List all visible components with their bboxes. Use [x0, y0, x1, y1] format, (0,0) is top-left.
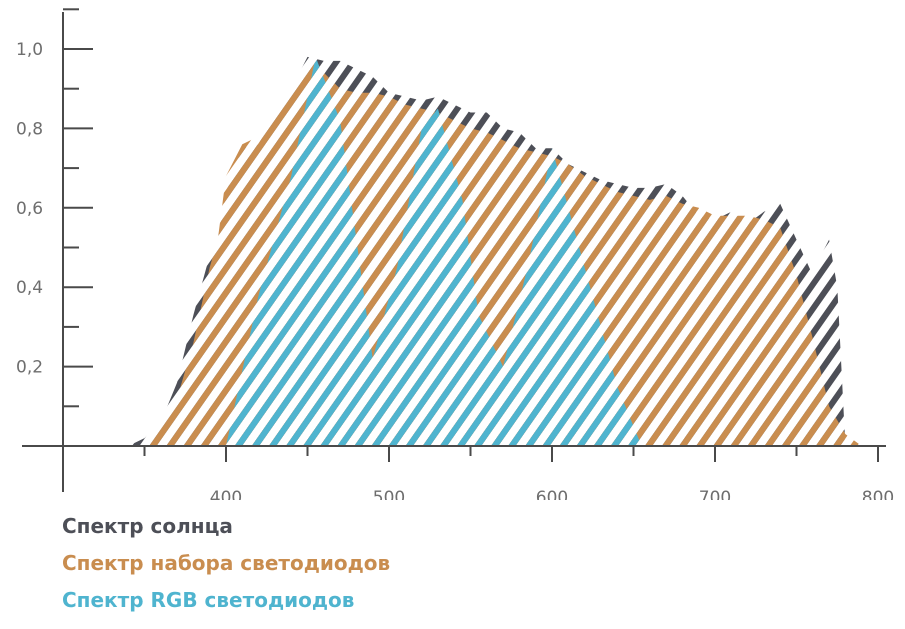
axes: 0,2 0,4 0,6 0,8 1,0 400 500 600 700 800	[16, 8, 894, 500]
x-tick-label: 400	[210, 488, 242, 500]
spectrum-chart: 0,2 0,4 0,6 0,8 1,0 400 500 600 700 800	[16, 8, 894, 500]
y-tick-label: 0,8	[16, 119, 43, 139]
x-tick-label: 700	[699, 488, 731, 500]
x-tick-label: 600	[536, 488, 568, 500]
series-layer	[128, 56, 862, 447]
legend-item-sun: Спектр солнца	[62, 514, 233, 538]
y-tick-label: 0,2	[16, 358, 43, 378]
x-tick-label: 500	[373, 488, 405, 500]
y-tick-label: 0,4	[16, 278, 43, 298]
legend-item-led-set: Спектр набора светодиодов	[62, 551, 391, 575]
legend: Спектр солнца Спектр набора светодиодов …	[62, 508, 390, 619]
series-rgb-area	[226, 56, 642, 447]
y-tick-label: 0,6	[16, 199, 43, 219]
legend-item-rgb: Спектр RGB светодиодов	[62, 588, 355, 612]
x-tick-label: 800	[862, 488, 894, 500]
y-tick-label: 1,0	[16, 40, 43, 60]
